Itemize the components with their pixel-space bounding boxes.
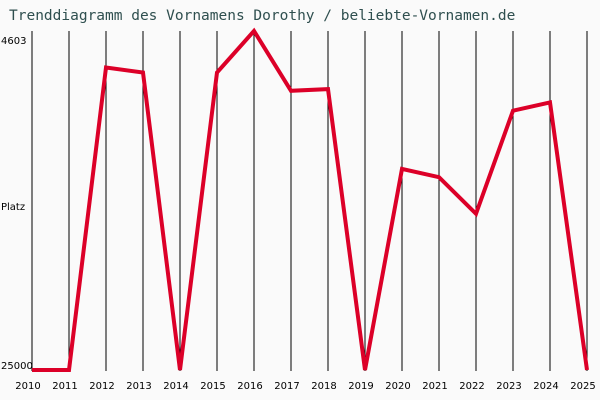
series-line-dorothy xyxy=(32,27,589,372)
x-tick-label: 2011 xyxy=(52,381,78,392)
x-tick-label: 2023 xyxy=(496,381,522,392)
x-tick-label: 2020 xyxy=(385,381,411,392)
x-tick-label: 2025 xyxy=(570,381,596,392)
x-tick-label: 2024 xyxy=(533,381,559,392)
x-tick-label: 2010 xyxy=(15,381,41,392)
x-tick-label: 2013 xyxy=(126,381,152,392)
x-tick-label: 2012 xyxy=(89,381,115,392)
x-tick-label: 2019 xyxy=(348,381,374,392)
x-tick-label: 2014 xyxy=(163,381,189,392)
y-axis-title: Platz xyxy=(1,202,26,213)
x-tick-label: 2022 xyxy=(459,381,485,392)
x-tick-label: 2016 xyxy=(237,381,263,392)
x-tick-label: 2018 xyxy=(311,381,337,392)
x-tick-label: 2015 xyxy=(200,381,226,392)
chart-title: Trenddiagramm des Vornamens Dorothy / be… xyxy=(9,8,516,24)
y-axis-top-label: 4603 xyxy=(1,36,27,47)
x-tick-label: 2017 xyxy=(274,381,300,392)
x-tick-label: 2021 xyxy=(422,381,448,392)
y-axis-bottom-label: 25000 xyxy=(1,361,33,372)
